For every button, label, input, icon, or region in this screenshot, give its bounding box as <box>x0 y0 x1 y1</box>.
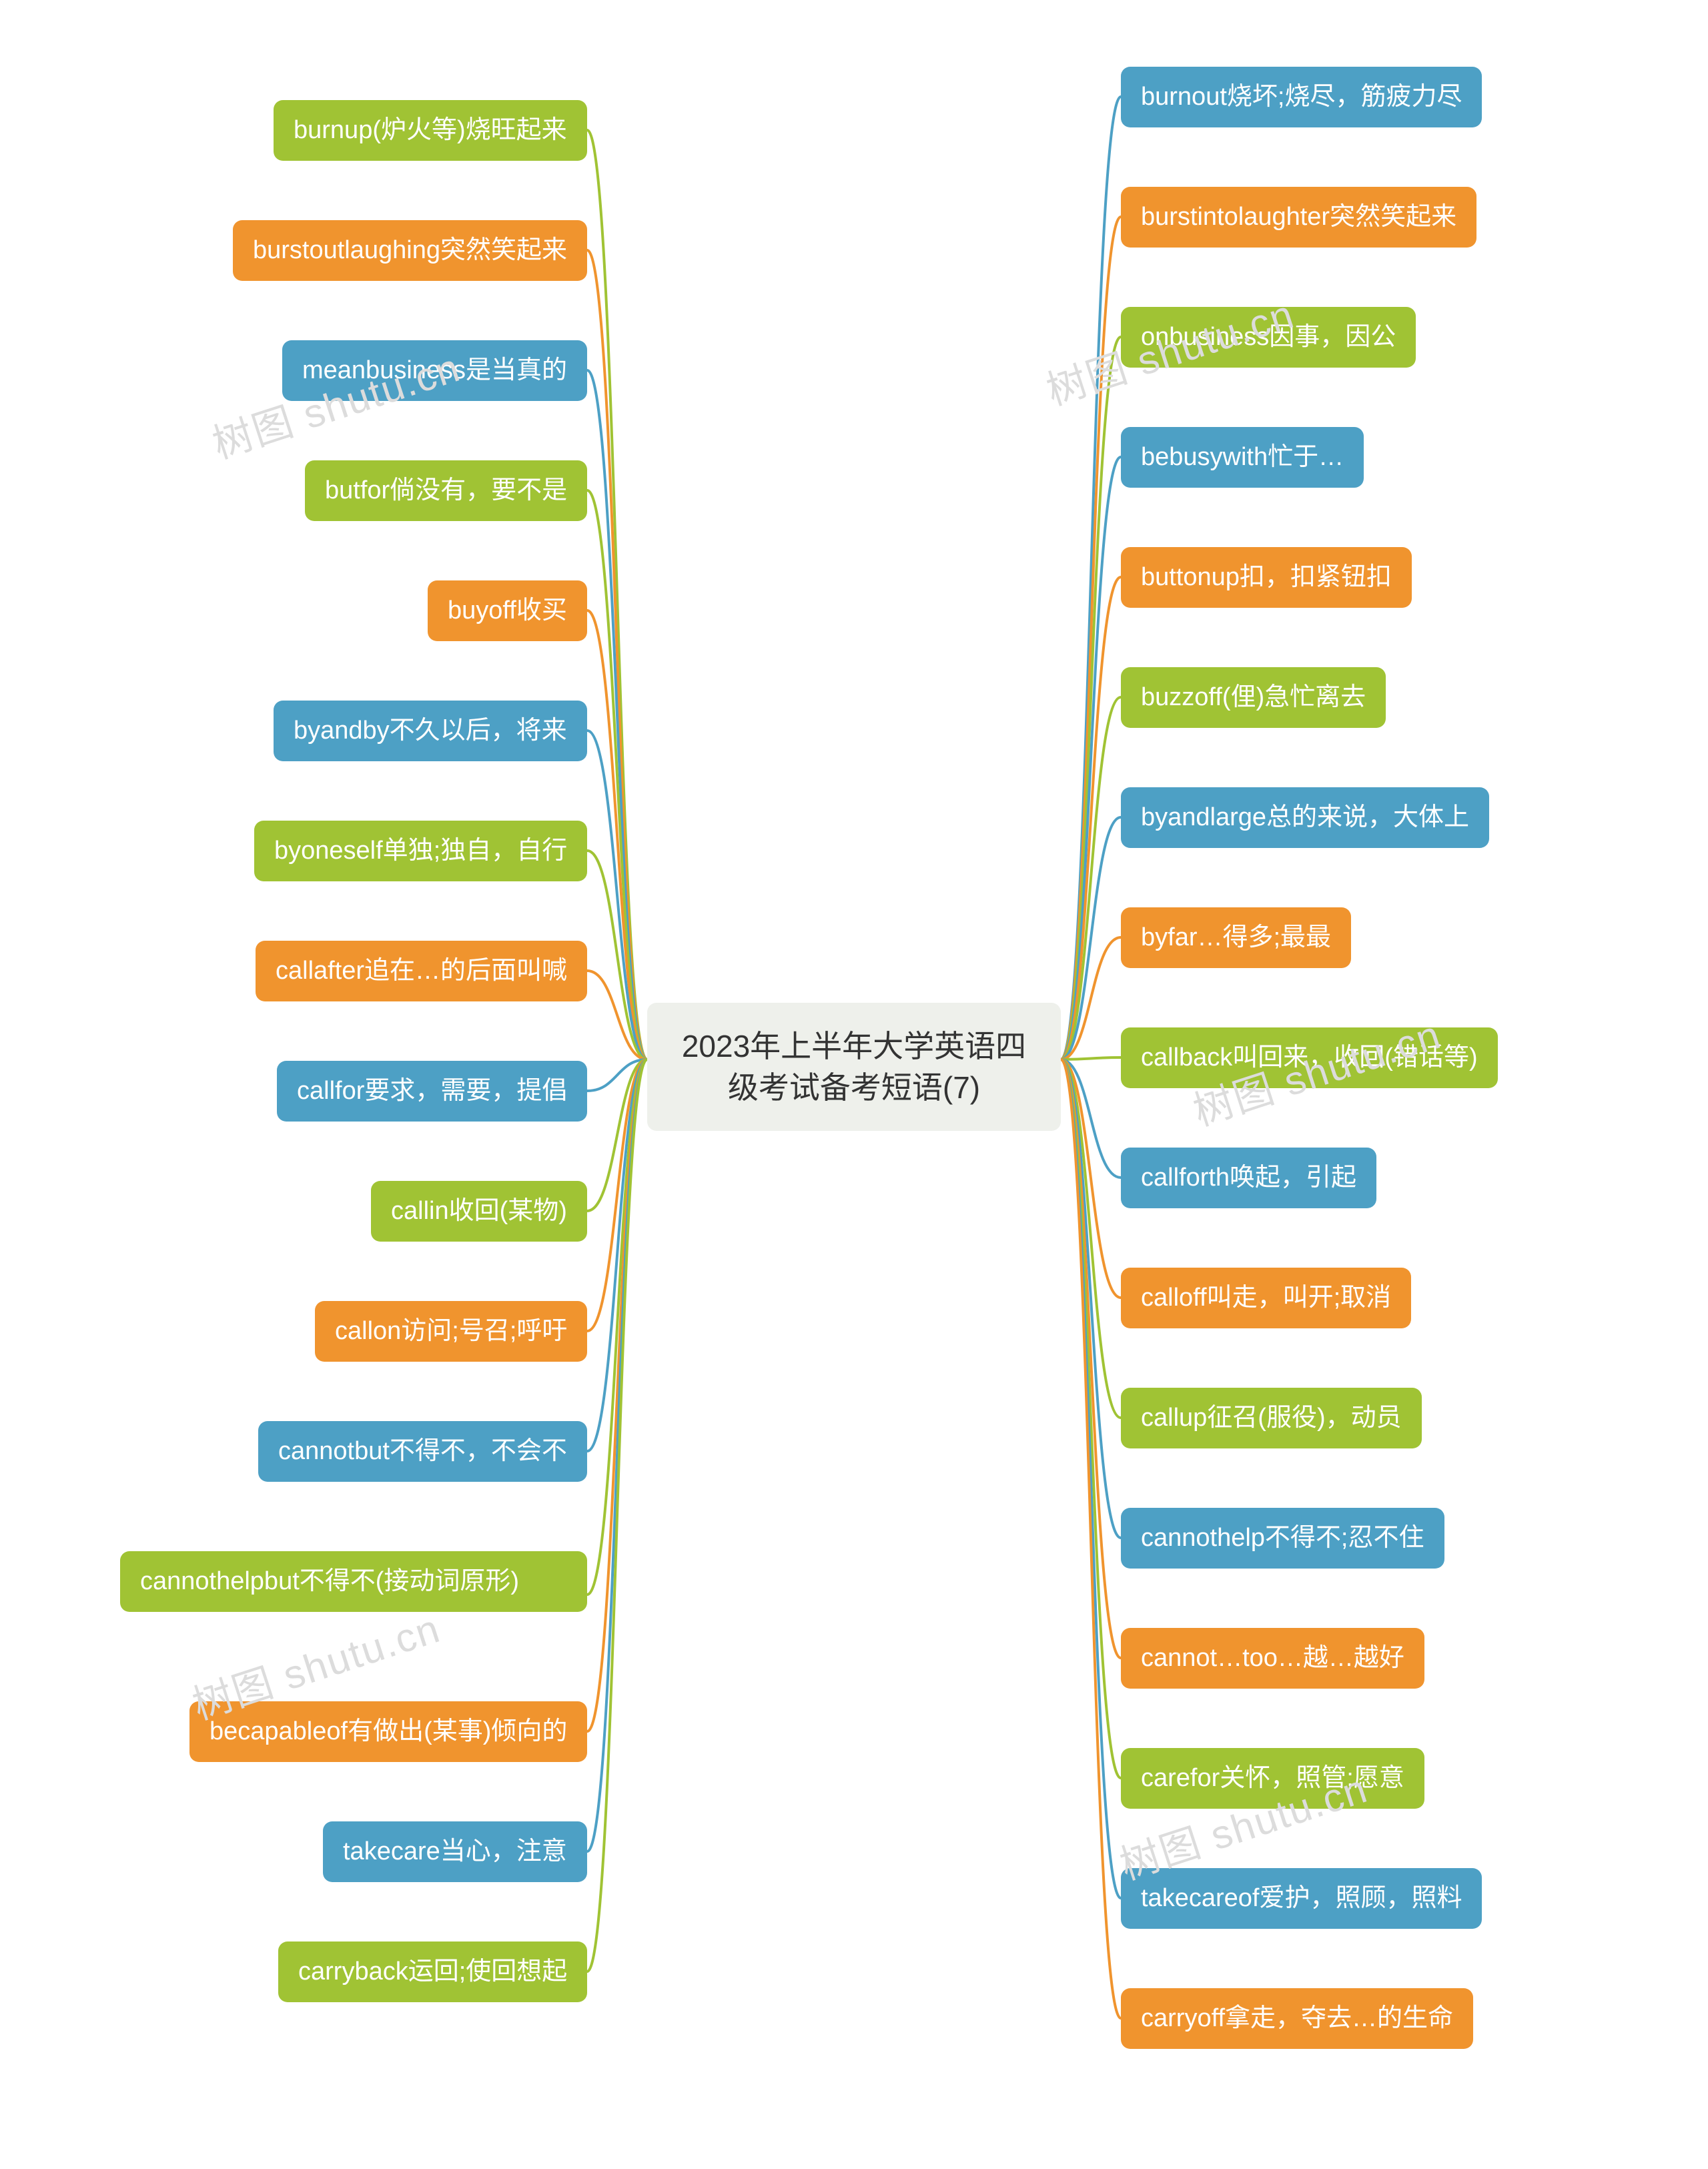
right-node-r17: carryoff拿走，夺去…的生命 <box>1121 1988 1473 2049</box>
right-node-r4: bebusywith忙于… <box>1121 427 1364 488</box>
right-node-r1: burnout烧坏;烧尽，筋疲力尽 <box>1121 67 1482 127</box>
right-node-r12: callup征召(服役)，动员 <box>1121 1388 1422 1448</box>
right-node-r7: byandlarge总的来说，大体上 <box>1121 787 1489 848</box>
right-node-r16: takecareof爱护，照顾，照料 <box>1121 1868 1482 1929</box>
left-node-l11: callon访问;号召;呼吁 <box>315 1301 587 1362</box>
left-node-l8: callafter追在…的后面叫喊 <box>256 941 587 1001</box>
left-node-l16: carryback运回;使回想起 <box>278 1941 587 2002</box>
left-node-l2: burstoutlaughing突然笑起来 <box>233 220 587 281</box>
right-node-r2: burstintolaughter突然笑起来 <box>1121 187 1476 248</box>
center-node: 2023年上半年大学英语四级考试备考短语(7) <box>647 1003 1061 1131</box>
right-node-r9: callback叫回来，收回(错话等) <box>1121 1027 1498 1088</box>
right-node-r6: buzzoff(俚)急忙离去 <box>1121 667 1386 728</box>
left-node-l1: burnup(炉火等)烧旺起来 <box>274 100 587 161</box>
right-node-r15: carefor关怀，照管;愿意 <box>1121 1748 1424 1809</box>
left-node-l10: callin收回(某物) <box>371 1181 587 1242</box>
right-node-r14: cannot…too…越…越好 <box>1121 1628 1424 1689</box>
left-node-l3: meanbusiness是当真的 <box>282 340 587 401</box>
right-node-r10: callforth唤起，引起 <box>1121 1148 1376 1208</box>
left-node-l14: becapableof有做出(某事)倾向的 <box>189 1701 587 1762</box>
right-node-r11: calloff叫走，叫开;取消 <box>1121 1268 1411 1328</box>
left-node-l15: takecare当心，注意 <box>323 1821 587 1882</box>
right-node-r13: cannothelp不得不;忍不住 <box>1121 1508 1444 1569</box>
left-node-l5: buyoff收买 <box>428 580 587 641</box>
left-node-l13: cannothelpbut不得不(接动词原形) <box>120 1551 587 1612</box>
left-node-l9: callfor要求，需要，提倡 <box>277 1061 587 1122</box>
left-node-l4: butfor倘没有，要不是 <box>305 460 587 521</box>
right-node-r3: onbusiness因事，因公 <box>1121 307 1416 368</box>
left-node-l12: cannotbut不得不，不会不 <box>258 1421 587 1482</box>
right-node-r5: buttonup扣，扣紧钮扣 <box>1121 547 1412 608</box>
mindmap-canvas: 2023年上半年大学英语四级考试备考短语(7) burnup(炉火等)烧旺起来 bu… <box>0 0 1708 2169</box>
right-node-r8: byfar…得多;最最 <box>1121 907 1351 968</box>
left-node-l6: byandby不久以后，将来 <box>274 701 587 761</box>
left-node-l7: byoneself单独;独自，自行 <box>254 821 587 881</box>
